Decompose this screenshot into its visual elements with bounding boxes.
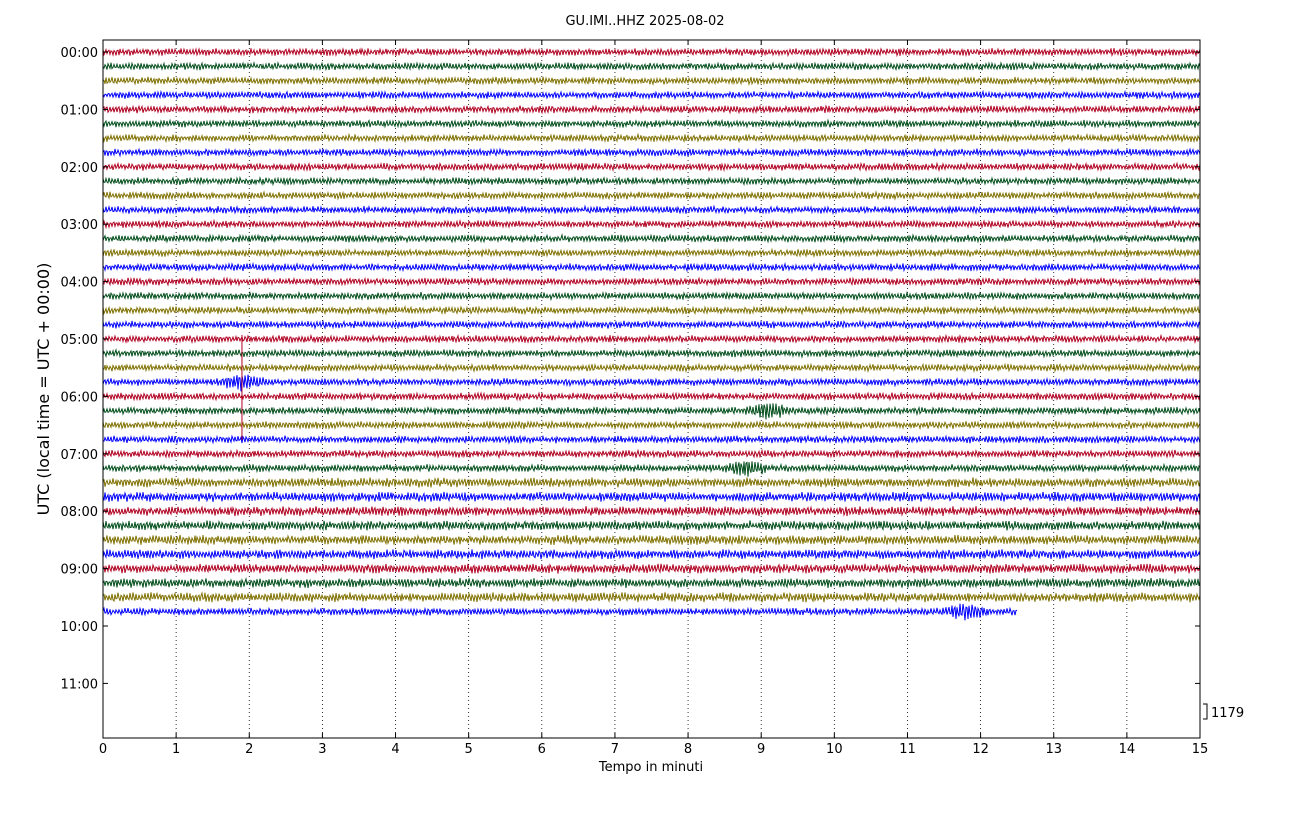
trace-34 [102, 534, 1200, 546]
trace-28 [102, 448, 1201, 460]
trace-36 [102, 562, 1201, 574]
trace-6 [102, 132, 1201, 144]
trace-31 [102, 491, 1201, 503]
trace-16 [102, 276, 1201, 287]
scale-bar-label: 1179 [1211, 706, 1244, 721]
trace-25 [102, 403, 1201, 420]
trace-2 [102, 75, 1201, 87]
x-tick-label-2: 2 [245, 742, 253, 757]
trace-3 [102, 89, 1201, 101]
trace-12 [102, 218, 1201, 230]
x-tick-label-15: 15 [1192, 742, 1209, 757]
y-tick-label-7: 07:00 [61, 448, 98, 463]
x-tick-label-1: 1 [172, 742, 180, 757]
x-axis-label: Tempo in minuti [598, 760, 703, 775]
x-tick-label-11: 11 [899, 742, 916, 757]
x-tick-label-5: 5 [465, 742, 473, 757]
trace-17 [102, 290, 1201, 302]
plot-frame [102, 39, 1201, 739]
x-tick-label-8: 8 [684, 742, 692, 757]
x-tick-label-3: 3 [318, 742, 326, 757]
trace-20 [102, 333, 1201, 345]
trace-37 [102, 577, 1201, 589]
y-tick-label-4: 04:00 [61, 276, 98, 291]
trace-9 [102, 175, 1201, 187]
x-tick-label-6: 6 [538, 742, 546, 757]
trace-13 [102, 233, 1201, 244]
trace-29 [102, 461, 1201, 477]
trace-7 [102, 147, 1201, 158]
trace-5 [102, 118, 1201, 129]
trace-10 [102, 190, 1201, 201]
y-tick-label-3: 03:00 [61, 218, 98, 233]
trace-1 [102, 60, 1201, 72]
trace-32 [102, 505, 1201, 517]
chart-title: GU.IMI..HHZ 2025-08-02 [565, 14, 724, 29]
x-tick-label-14: 14 [1119, 742, 1136, 757]
trace-0 [102, 47, 1201, 58]
y-tick-label-11: 11:00 [61, 677, 98, 692]
trace-23 [102, 374, 1201, 392]
trace-38 [102, 591, 1201, 603]
x-tick-label-0: 0 [99, 742, 107, 757]
seismic-traces [102, 47, 1201, 621]
trace-21 [102, 348, 1201, 359]
y-tick-label-2: 02:00 [61, 161, 98, 176]
trace-39 [102, 603, 1018, 621]
x-tick-label-10: 10 [826, 742, 843, 757]
y-tick-label-0: 00:00 [61, 46, 98, 61]
trace-19 [102, 319, 1201, 330]
x-tick-label-7: 7 [611, 742, 619, 757]
y-tick-label-9: 09:00 [61, 563, 98, 578]
trace-30 [102, 476, 1201, 489]
x-tick-label-4: 4 [391, 742, 399, 757]
y-axis-label: UTC (local time = UTC + 00:00) [34, 263, 53, 516]
trace-24 [102, 391, 1201, 402]
grid-lines [175, 40, 1128, 738]
y-tick-label-8: 08:00 [61, 505, 98, 520]
scale-bar-bracket [1203, 703, 1208, 720]
trace-27 [102, 434, 1201, 445]
y-tick-label-1: 01:00 [61, 103, 98, 118]
y-tick-label-10: 10:00 [61, 620, 98, 635]
trace-15 [102, 261, 1201, 273]
scale-bar: 1179 [1203, 703, 1244, 721]
trace-35 [102, 548, 1201, 560]
trace-26 [102, 419, 1201, 431]
x-tick-label-12: 12 [972, 742, 989, 757]
trace-8 [102, 161, 1201, 173]
x-tick-label-13: 13 [1045, 742, 1062, 757]
trace-11 [102, 204, 1201, 216]
x-axis-ticks: 0 1 2 3 4 5 6 7 8 9 10 11 12 13 14 15 [99, 40, 1208, 757]
trace-14 [102, 247, 1201, 259]
trace-4 [102, 104, 1201, 115]
y-axis-ticks: 00:00 01:00 02:00 03:00 04:00 05:00 06:00 07:00… [61, 46, 1200, 692]
x-tick-label-9: 9 [757, 742, 765, 757]
trace-18 [102, 304, 1201, 316]
trace-22 [102, 362, 1201, 374]
y-tick-label-5: 05:00 [61, 333, 98, 348]
y-tick-label-6: 06:00 [61, 390, 98, 405]
trace-33 [102, 519, 1201, 532]
